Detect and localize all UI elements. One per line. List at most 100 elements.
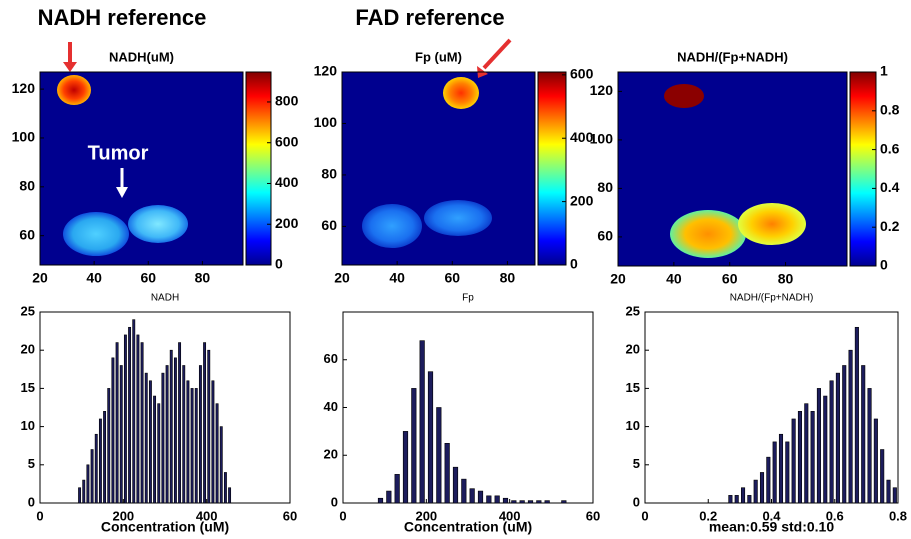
y-tick-label: 60 (324, 351, 338, 366)
y-tick-label: 5 (633, 456, 640, 471)
histogram-bar (734, 495, 739, 504)
histogram-bar (444, 443, 450, 504)
histogram-bar (103, 411, 107, 504)
histogram-bar (519, 500, 525, 504)
x-tick-label: 40 (666, 271, 682, 287)
y-tick-label: 80 (19, 178, 35, 194)
histogram-bar (753, 479, 758, 504)
y-tick-label: 120 (314, 63, 338, 79)
histogram-bar (436, 407, 442, 504)
histogram-bar (854, 326, 859, 504)
histogram-bar (880, 449, 885, 504)
histogram-bar (182, 365, 186, 504)
arrow (482, 38, 512, 70)
histogram-bar (190, 388, 194, 504)
histogram-bar (82, 479, 86, 504)
x-tick-label: 0 (339, 508, 346, 523)
y-tick-label: 120 (590, 82, 614, 98)
histogram-bar (561, 500, 567, 504)
histogram-bar (747, 495, 752, 504)
histogram-bar (157, 403, 161, 504)
x-axis-label: Concentration (uM) (101, 519, 229, 535)
x-tick-label: 60 (722, 271, 738, 287)
x-tick-label: 0.2 (699, 508, 717, 523)
histogram-bar (816, 388, 821, 504)
x-tick-label: 20 (334, 270, 350, 286)
x-tick-label: 60 (444, 270, 460, 286)
reference-spot (443, 77, 479, 109)
histogram-bar (791, 418, 796, 504)
chart-title: NADH(uM) (109, 49, 174, 64)
histogram-bar (867, 388, 872, 504)
histogram-bar (477, 490, 484, 504)
x-tick-label: 200 (112, 508, 134, 523)
histogram-bar (186, 380, 190, 504)
x-tick-label: 0.8 (889, 508, 907, 523)
colorbar-tick-label: 0.6 (880, 140, 900, 156)
tumor-lobe (424, 200, 492, 236)
histogram-bar (804, 403, 809, 504)
y-tick-label: 20 (626, 342, 640, 357)
histogram-bar (194, 388, 198, 504)
x-tick-label: 40 (86, 270, 102, 286)
y-tick-label: 100 (314, 114, 338, 130)
histogram-bar (86, 464, 90, 504)
x-tick-label: 0.4 (762, 508, 781, 523)
chart-title: NADH/(Fp+NADH) (677, 49, 788, 64)
histogram-bar (494, 495, 500, 504)
arrowhead (63, 62, 77, 72)
colorbar (245, 71, 272, 266)
tumor-lobe (362, 204, 422, 248)
plot-frame (341, 71, 536, 266)
histogram-bar (132, 319, 136, 504)
histogram-bar (411, 388, 417, 504)
reference-spot (57, 75, 91, 105)
histogram-bar (452, 466, 459, 504)
plot-frame (644, 311, 899, 504)
histogram-bar (165, 365, 169, 504)
y-tick-label: 0 (633, 494, 640, 509)
histogram-bar (78, 487, 82, 504)
histogram-bar (386, 490, 392, 504)
colorbar (849, 71, 877, 267)
histogram-bar (173, 357, 177, 504)
colorbar-tick-label: 600 (275, 133, 299, 149)
y-tick-label: 25 (21, 303, 35, 318)
histogram-bar (144, 372, 148, 504)
colorbar-tick-label: 1 (880, 63, 888, 79)
y-tick-label: 120 (12, 80, 36, 96)
histogram-bar (223, 472, 227, 504)
histogram-bar (536, 500, 542, 504)
annotation: FAD reference (355, 5, 504, 30)
x-axis-label: Concentration (uM) (404, 519, 532, 535)
histogram-bar (394, 474, 400, 504)
histogram-bar (835, 372, 840, 504)
x-tick-label: 0 (36, 508, 43, 523)
histogram-bar (178, 342, 182, 504)
chart-title: NADH (151, 293, 179, 304)
histogram-bar (848, 349, 853, 504)
colorbar-tick-label: 200 (275, 215, 299, 231)
y-tick-label: 20 (324, 447, 338, 462)
histogram-bar (377, 497, 384, 504)
histogram-bar (98, 418, 102, 504)
plot-frame (617, 71, 848, 267)
histogram-bar (842, 365, 847, 504)
histogram-bar (169, 349, 173, 504)
histogram-bar (766, 456, 771, 504)
x-tick-label: 60 (283, 508, 297, 523)
histogram-bar (207, 349, 211, 504)
x-tick-label: 80 (778, 271, 794, 287)
x-tick-label: 0.6 (826, 508, 844, 523)
histogram-bar (502, 497, 509, 504)
histogram-bar (740, 487, 746, 504)
histogram-bar (873, 418, 878, 504)
histogram-bar (228, 487, 232, 504)
histogram-bar (728, 495, 733, 504)
y-tick-label: 0 (331, 494, 338, 509)
x-tick-label: 20 (610, 271, 626, 287)
y-tick-label: 60 (597, 228, 613, 244)
histogram-bar (785, 441, 790, 504)
histogram-bar (215, 403, 219, 504)
